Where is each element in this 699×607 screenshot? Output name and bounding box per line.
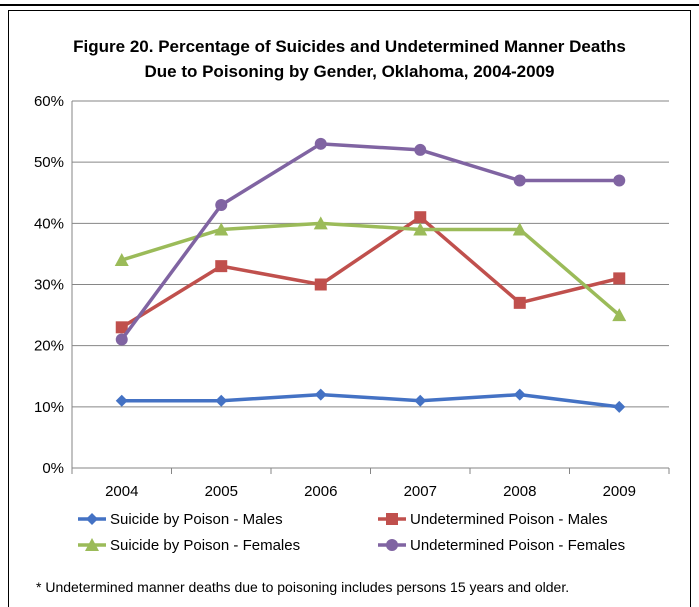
legend-label: Suicide by Poison - Females	[110, 537, 300, 554]
y-tick-label: 50%	[34, 154, 64, 171]
legend-marker	[85, 538, 99, 551]
x-tick-label: 2008	[503, 483, 536, 500]
data-point	[214, 222, 229, 236]
y-tick-label: 60%	[34, 93, 64, 110]
data-point	[613, 272, 626, 285]
x-tick-label: 2009	[603, 483, 636, 500]
data-point	[414, 143, 427, 156]
data-point	[215, 260, 228, 273]
y-tick-label: 40%	[34, 215, 64, 232]
y-tick-label: 20%	[34, 338, 64, 355]
chart-title-line-1: Figure 20. Percentage of Suicides and Un…	[73, 37, 626, 56]
x-tick-label: 2005	[205, 483, 238, 500]
chart-footnote: * Undetermined manner deaths due to pois…	[36, 579, 570, 595]
series-line	[120, 215, 620, 329]
data-point	[215, 394, 228, 407]
chart-frame	[8, 10, 691, 607]
data-point	[314, 388, 327, 401]
data-point	[314, 278, 327, 291]
chart-title-line-2: Due to Poisoning by Gender, Oklahoma, 20…	[144, 62, 555, 81]
legend-label: Undetermined Poison - Males	[410, 511, 608, 528]
series-line	[120, 142, 620, 341]
data-point	[115, 333, 128, 346]
series-line	[121, 392, 620, 409]
data-point	[115, 394, 128, 407]
top-rule	[0, 4, 699, 6]
data-point	[512, 222, 527, 236]
data-point	[215, 198, 228, 211]
legend-marker	[386, 513, 398, 525]
legend-label: Suicide by Poison - Males	[110, 511, 283, 528]
data-point	[612, 308, 627, 322]
series-line	[121, 221, 621, 317]
data-point	[115, 321, 128, 334]
legend-marker	[86, 513, 98, 525]
y-tick-label: 30%	[34, 277, 64, 294]
y-tick-label: 10%	[34, 399, 64, 416]
data-point	[114, 253, 129, 267]
data-point	[413, 222, 428, 236]
data-point	[314, 137, 327, 150]
data-point	[513, 296, 526, 309]
x-tick-label: 2007	[404, 483, 437, 500]
data-point	[313, 216, 328, 230]
data-point	[414, 211, 427, 224]
legend-label: Undetermined Poison - Females	[410, 537, 625, 554]
data-point	[414, 394, 427, 407]
data-point	[513, 174, 526, 187]
x-tick-label: 2004	[105, 483, 138, 500]
y-tick-label: 0%	[42, 460, 64, 477]
x-tick-label: 2006	[304, 483, 337, 500]
data-point	[513, 388, 526, 401]
data-point	[613, 400, 626, 413]
data-point	[613, 174, 626, 187]
legend-marker	[386, 539, 398, 551]
